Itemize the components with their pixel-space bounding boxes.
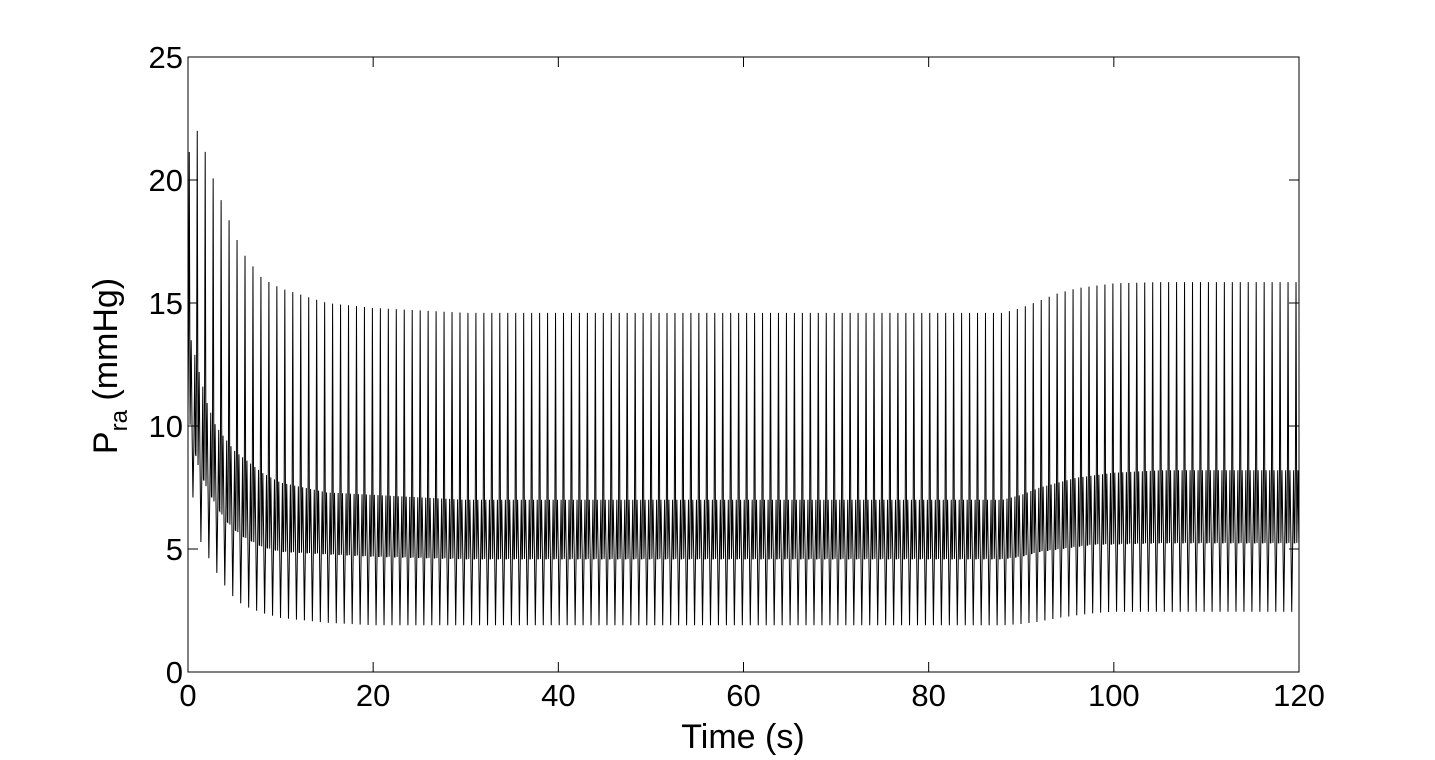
y-axis-label: Pra (mmHg) — [87, 278, 133, 454]
x-axis-label: Time (s) — [681, 718, 804, 756]
y-tick-label: 20 — [149, 163, 183, 198]
x-tick-label: 100 — [1088, 678, 1140, 713]
x-tick-label: 20 — [356, 678, 390, 713]
x-tick-label: 60 — [726, 678, 760, 713]
y-axis-label-subscript: ra — [106, 409, 133, 431]
y-tick-label: 0 — [166, 655, 183, 690]
x-tick-label: 0 — [179, 678, 196, 713]
series-line — [187, 130, 1300, 626]
series-layer — [187, 130, 1300, 626]
y-axis-label-symbol: P — [87, 431, 125, 454]
x-tick-label: 80 — [911, 678, 945, 713]
y-tick-label: 5 — [166, 532, 183, 567]
x-tick-label: 40 — [541, 678, 575, 713]
y-tick-label: 25 — [149, 40, 183, 75]
x-tick-label: 120 — [1273, 678, 1325, 713]
y-tick-label: 15 — [149, 286, 183, 321]
y-axis-label-unit: (mmHg) — [87, 278, 125, 410]
ticks-layer: 0 20 40 60 80 100 120 0 5 10 15 20 25 — [149, 40, 1325, 713]
y-tick-label: 10 — [149, 409, 183, 444]
